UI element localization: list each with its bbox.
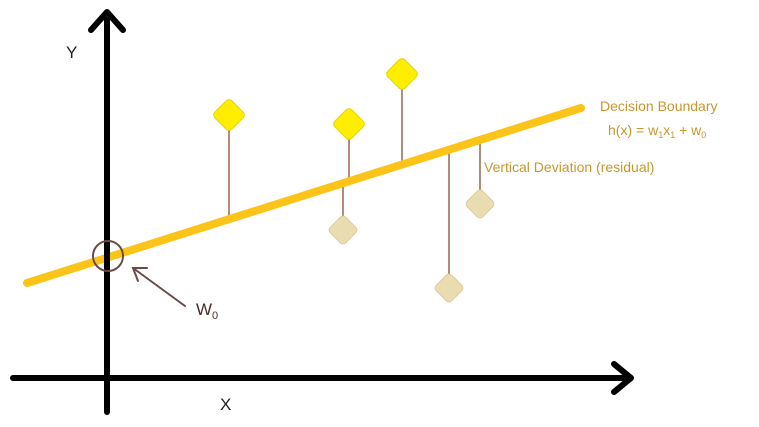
y-axis-arrow-icon bbox=[88, 9, 126, 33]
x-axis-label: X bbox=[220, 395, 231, 414]
points-above bbox=[213, 58, 418, 140]
residual-label: Vertical Deviation (residual) bbox=[484, 159, 654, 175]
decision-boundary-label: Decision Boundary bbox=[600, 98, 718, 114]
point-below-3 bbox=[465, 189, 495, 219]
point-above-1 bbox=[213, 99, 245, 131]
point-above-3 bbox=[386, 58, 418, 90]
decision-boundary-equation: h(x) = w1x1 + w0 bbox=[608, 122, 706, 140]
point-above-2 bbox=[333, 108, 365, 140]
x-axis-arrow-icon bbox=[611, 361, 634, 395]
intercept-label: W0 bbox=[196, 300, 218, 322]
point-below-2 bbox=[434, 273, 464, 303]
y-axis-label: Y bbox=[66, 43, 77, 62]
points-below bbox=[328, 189, 495, 303]
intercept-circle-icon bbox=[92, 240, 124, 272]
intercept-arrow-icon bbox=[131, 267, 186, 307]
x-axis bbox=[10, 361, 634, 395]
decision-boundary-line bbox=[23, 104, 585, 287]
point-below-1 bbox=[328, 215, 358, 245]
y-axis bbox=[88, 9, 126, 415]
